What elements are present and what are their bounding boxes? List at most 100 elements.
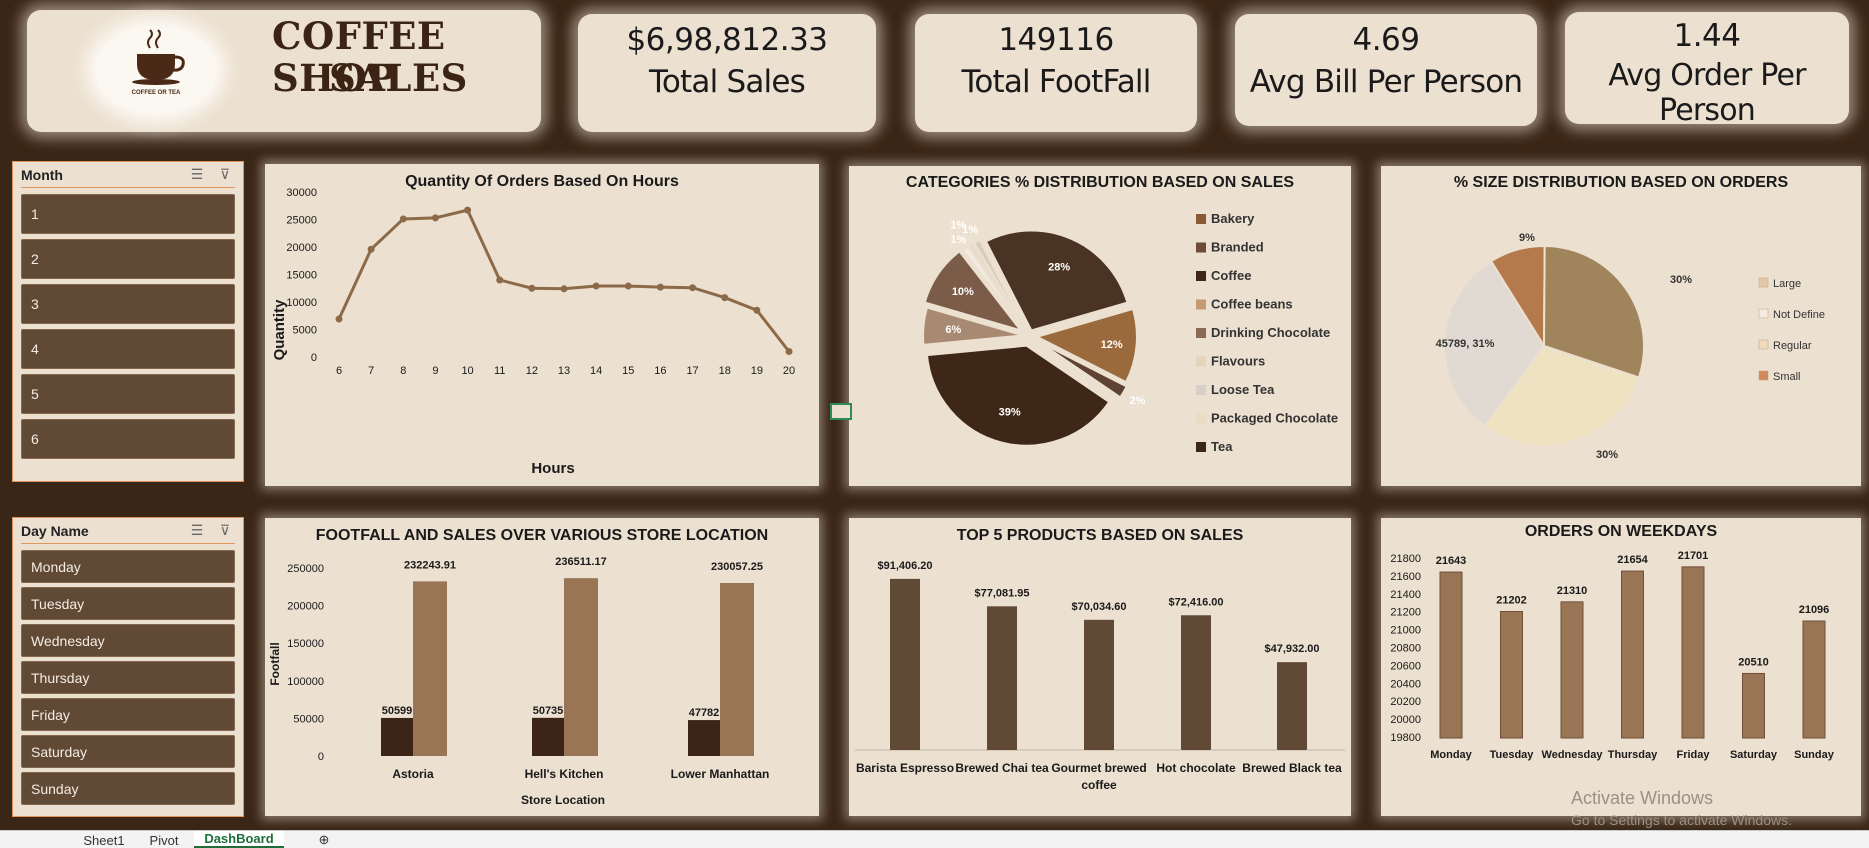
tab-sheet1[interactable]: Sheet1 (83, 832, 125, 848)
legend-swatch (1196, 299, 1206, 310)
x-tick-label: Brewed Black tea (1242, 761, 1342, 775)
x-tick-label: 18 (719, 365, 731, 377)
legend-item: Small (1773, 371, 1801, 383)
data-point (399, 215, 407, 223)
category-slice (925, 344, 1111, 447)
y-tick-label: 20000 (1390, 714, 1421, 726)
slicer-item-month-6[interactable]: 6 (21, 419, 235, 459)
slicer-item-tuesday[interactable]: Tuesday (21, 587, 235, 620)
legend-swatch (1196, 385, 1206, 395)
slicer-item-month-5[interactable]: 5 (21, 374, 235, 414)
data-label: 10% (952, 286, 974, 298)
y-tick-label: 21200 (1390, 607, 1421, 619)
x-tick-label: 20 (783, 365, 795, 377)
multi-select-icon[interactable]: ☰ (190, 522, 204, 538)
legend-item: Tea (1211, 439, 1233, 454)
chart-title: ORDERS ON WEEKDAYS (1524, 523, 1718, 540)
y-tick-label: 19800 (1390, 732, 1421, 744)
legend-item: Flavours (1211, 354, 1265, 369)
data-point (624, 282, 632, 290)
legend-swatch (1758, 277, 1769, 288)
weekday-bar (1742, 672, 1765, 739)
legend-swatch (1196, 242, 1206, 253)
kpi-label: Avg Bill Per Person (1249, 64, 1523, 100)
x-tick-label: Astoria (392, 767, 434, 781)
clear-filter-icon[interactable]: ⊽ (219, 522, 231, 538)
x-tick-label: Friday (1676, 749, 1710, 761)
activation-watermark-title: Activate Windows (1571, 788, 1714, 808)
x-tick-label: Gourmet brewed (1051, 761, 1146, 775)
category-slice (972, 238, 1027, 330)
x-tick-label: Barista Espresso (856, 761, 954, 775)
x-tick-label: 10 (461, 365, 473, 377)
size-slice (1443, 259, 1546, 428)
legend-item: Branded (1211, 240, 1264, 255)
tab-pivot[interactable]: Pivot (149, 832, 179, 848)
slicer-item-saturday[interactable]: Saturday (21, 735, 235, 768)
y-axis-title: Quantity (271, 299, 288, 360)
month-slicer: Month ☰ ⊽ 1 2 3 4 5 6 (12, 161, 244, 482)
selected-cell[interactable] (830, 403, 852, 420)
weekday-bar (1621, 570, 1644, 739)
data-point (656, 283, 664, 291)
y-tick-label: 21400 (1390, 589, 1421, 601)
slicer-item-monday[interactable]: Monday (21, 550, 235, 583)
logo-text: COFFEE OR TEA (131, 90, 181, 96)
tab-dashboard[interactable]: DashBoard (194, 831, 284, 848)
clear-filter-icon[interactable]: ⊽ (219, 166, 231, 182)
kpi-total-sales: $6,98,812.33 Total Sales (578, 14, 876, 132)
x-tick-label: Thursday (1608, 749, 1658, 761)
add-sheet-icon[interactable]: ⊕ (318, 832, 330, 847)
legend-swatch (1196, 271, 1206, 281)
y-tick-label: 20200 (1390, 696, 1421, 708)
hours-line-chart: Quantity Hours 0 5000 10000 15000 20000 25000… (271, 187, 795, 477)
multi-select-icon[interactable]: ☰ (190, 166, 204, 182)
data-point (592, 282, 600, 290)
x-tick-label: 8 (400, 365, 406, 377)
series-line (337, 208, 791, 353)
slicer-item-friday[interactable]: Friday (21, 698, 235, 731)
kpi-label: Total Sales (649, 64, 806, 100)
weekday-bar (1560, 601, 1584, 739)
y-tick-label: 20600 (1390, 660, 1421, 672)
legend-item: Loose Tea (1211, 382, 1275, 397)
x-axis-title: Store Location (521, 793, 605, 807)
y-axis-title: Footfall (268, 642, 282, 685)
dashboard-title-line1: COFFEE SHOP (272, 14, 446, 100)
slicer-item-sunday[interactable]: Sunday (21, 772, 235, 805)
y-tick-label: 0 (311, 352, 317, 364)
categories-chart-panel: CATEGORIES % DISTRIBUTION BASED ON SALES… (849, 166, 1351, 486)
products-chart-panel: TOP 5 PRODUCTS BASED ON SALES $91,406.20… (849, 518, 1351, 816)
category-slice (984, 229, 1129, 332)
slicer-item-month-1[interactable]: 1 (21, 194, 235, 234)
data-label: 236511.17 (555, 556, 606, 568)
slicer-item-month-2[interactable]: 2 (21, 239, 235, 279)
footfall-bar (532, 717, 564, 756)
y-tick-label: 200000 (287, 601, 324, 613)
header-card: COFFEE OR TEA COFFEE SHOP SALES (27, 10, 541, 132)
chart-title: TOP 5 PRODUCTS BASED ON SALES (956, 527, 1244, 544)
y-tick-label: 20800 (1390, 643, 1421, 655)
slicer-item-wednesday[interactable]: Wednesday (21, 624, 235, 657)
x-tick-label: 17 (686, 365, 698, 377)
weekdays-chart-panel: ORDERS ON WEEKDAYS 19800 20000 20200 20400 2… (1381, 518, 1861, 816)
slicer-item-month-4[interactable]: 4 (21, 329, 235, 369)
x-tick-label: Saturday (1730, 749, 1778, 761)
data-point (496, 276, 504, 284)
chart-title: Quantity Of Orders Based On Hours (405, 173, 679, 190)
data-label: $72,416.00 (1168, 596, 1223, 608)
coffee-cup-icon (132, 29, 185, 85)
data-label: 230057.25 (711, 561, 763, 573)
slicer-item-month-3[interactable]: 3 (21, 284, 235, 324)
data-label: 50735 (533, 705, 564, 717)
product-bar (987, 606, 1017, 750)
data-label: 20510 (1738, 656, 1769, 668)
data-label: 50599 (382, 705, 413, 717)
legend-swatch (1758, 339, 1769, 350)
y-tick-label: 30000 (286, 187, 317, 199)
data-label: 39% (999, 407, 1021, 419)
slicer-item-thursday[interactable]: Thursday (21, 661, 235, 694)
x-tick-label: Brewed Chai tea (955, 761, 1049, 775)
slicer-title: Day Name (21, 522, 89, 539)
category-slice (923, 249, 1024, 333)
